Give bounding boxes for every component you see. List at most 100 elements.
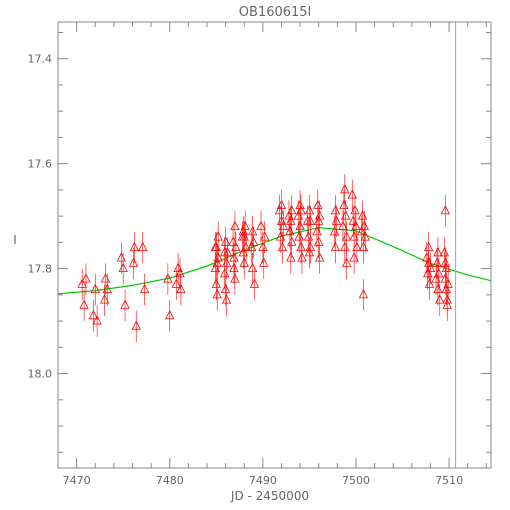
point-marker xyxy=(359,220,370,231)
point-marker xyxy=(259,257,269,267)
point-marker xyxy=(340,184,350,194)
point-marker xyxy=(423,241,434,252)
data-point xyxy=(315,242,325,274)
data-point xyxy=(221,247,232,280)
data-point xyxy=(129,231,140,264)
data-point xyxy=(439,237,450,269)
point-marker xyxy=(440,273,451,283)
point-marker xyxy=(277,241,288,252)
data-point xyxy=(442,289,452,322)
data-point xyxy=(90,273,100,306)
point-marker xyxy=(347,189,357,199)
data-point xyxy=(440,263,451,295)
x-axis-label: JD - 2450000 xyxy=(230,489,309,503)
data-point xyxy=(81,263,91,295)
data-point xyxy=(296,195,306,227)
point-marker xyxy=(92,315,102,325)
data-point xyxy=(260,221,270,253)
point-marker xyxy=(128,257,139,267)
data-points xyxy=(77,174,453,343)
data-point xyxy=(433,273,443,306)
point-marker xyxy=(238,246,248,257)
point-marker xyxy=(139,283,150,294)
point-marker xyxy=(221,294,232,304)
data-point xyxy=(350,195,360,227)
point-marker xyxy=(315,210,325,220)
data-point xyxy=(248,226,259,259)
point-marker xyxy=(260,231,270,241)
data-point xyxy=(330,195,341,227)
point-marker xyxy=(240,220,250,231)
point-marker xyxy=(356,225,367,236)
point-marker xyxy=(287,236,297,246)
x-tick-label: 7490 xyxy=(249,474,277,487)
point-marker xyxy=(439,246,450,257)
point-marker xyxy=(351,220,361,231)
data-point xyxy=(278,210,288,243)
point-marker xyxy=(88,309,99,320)
point-marker xyxy=(163,273,173,283)
point-marker xyxy=(77,278,87,288)
data-point xyxy=(443,268,453,301)
point-marker xyxy=(212,288,222,299)
data-point xyxy=(440,195,451,227)
data-point xyxy=(77,268,87,301)
data-point xyxy=(330,231,341,264)
point-marker xyxy=(305,241,315,252)
point-marker xyxy=(99,294,110,304)
data-point xyxy=(277,231,288,264)
data-point xyxy=(165,300,175,332)
data-point xyxy=(274,195,285,227)
data-point xyxy=(359,210,370,243)
point-marker xyxy=(424,278,435,288)
data-point xyxy=(240,210,250,243)
data-point xyxy=(304,195,315,227)
point-marker xyxy=(131,320,141,330)
data-point xyxy=(433,237,443,269)
point-marker xyxy=(212,257,222,267)
x-tick-label: 7480 xyxy=(156,474,184,487)
data-point xyxy=(212,247,222,280)
data-point xyxy=(247,216,258,248)
data-point xyxy=(211,268,221,301)
point-marker xyxy=(247,262,258,273)
point-marker xyxy=(304,204,315,215)
point-marker xyxy=(222,246,233,257)
data-point xyxy=(287,195,297,227)
point-marker xyxy=(230,220,240,231)
point-marker xyxy=(90,283,100,294)
data-point xyxy=(120,289,130,322)
plot-frame xyxy=(57,21,492,469)
data-point xyxy=(304,237,315,269)
point-marker xyxy=(221,257,232,267)
point-marker xyxy=(286,252,296,262)
data-point xyxy=(351,210,361,243)
data-point xyxy=(305,231,315,264)
data-point xyxy=(356,216,367,248)
point-marker xyxy=(120,299,130,309)
point-marker xyxy=(315,252,325,262)
point-marker xyxy=(442,299,452,309)
y-axis-label: I xyxy=(13,233,17,247)
point-marker xyxy=(433,246,443,257)
data-point xyxy=(230,210,240,243)
point-marker xyxy=(360,231,370,241)
data-point xyxy=(296,231,306,264)
point-marker xyxy=(295,220,305,231)
point-marker xyxy=(256,220,266,231)
point-marker xyxy=(441,262,451,273)
point-marker xyxy=(435,294,445,304)
data-point xyxy=(230,263,240,295)
data-point xyxy=(331,205,342,238)
point-marker xyxy=(341,210,351,220)
point-marker xyxy=(434,267,444,278)
data-point xyxy=(342,247,352,280)
data-point xyxy=(220,226,231,259)
data-point xyxy=(212,279,222,311)
data-point xyxy=(360,221,370,253)
data-point xyxy=(441,252,451,285)
point-marker xyxy=(296,241,306,252)
point-marker xyxy=(342,231,352,241)
point-marker xyxy=(440,204,451,215)
